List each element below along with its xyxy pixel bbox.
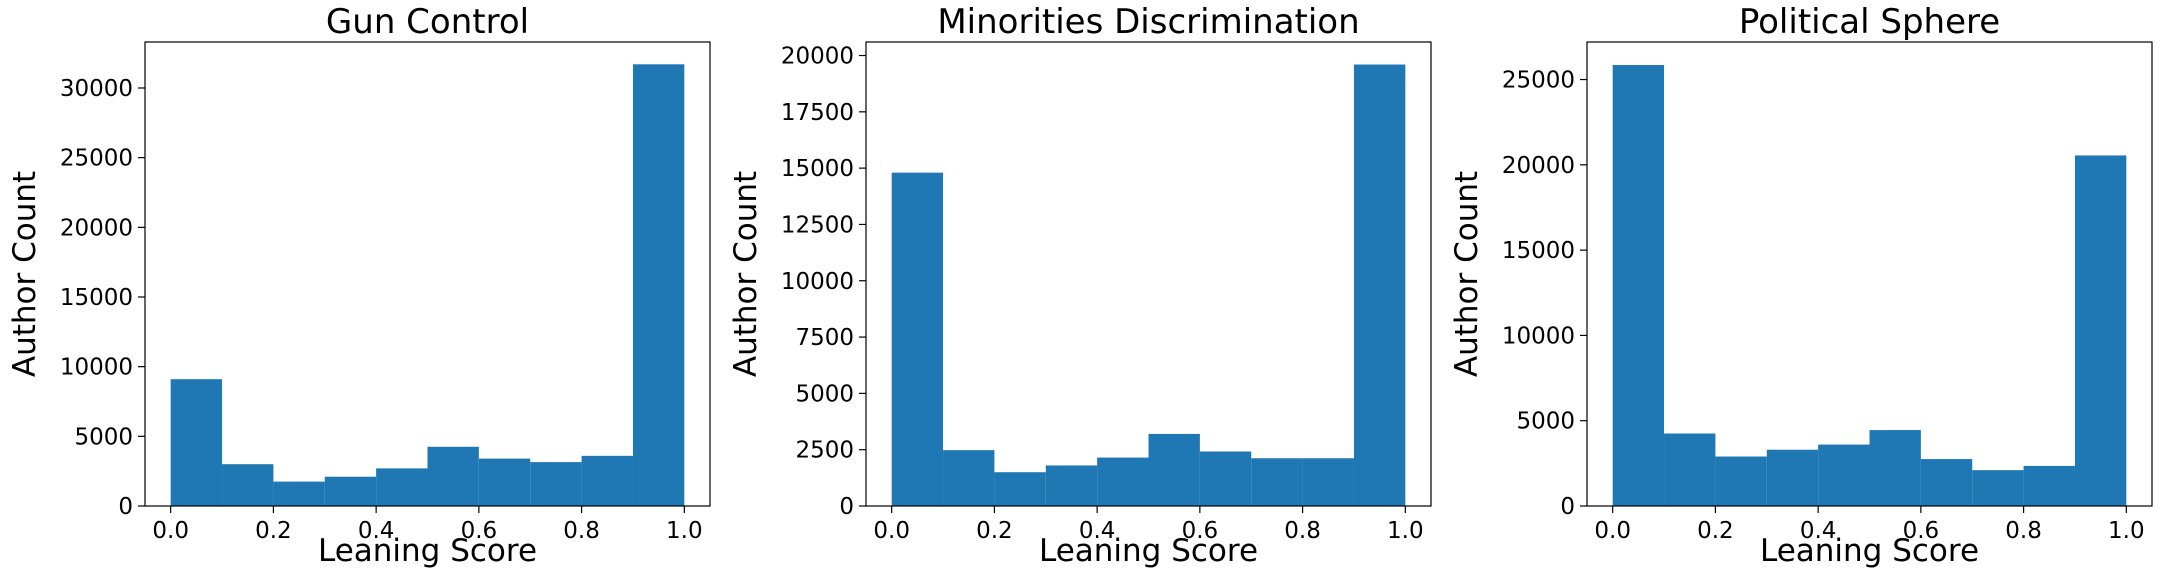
y-tick-label: 15000 xyxy=(60,285,133,311)
bar xyxy=(1251,458,1303,506)
y-tick-label: 30000 xyxy=(60,76,133,102)
x-tick-label: 0.8 xyxy=(1284,518,1321,544)
x-ticks: 0.0 0.2 0.4 0.6 0.8 1.0 xyxy=(873,506,1424,544)
bar xyxy=(530,462,582,506)
bar xyxy=(1920,459,1973,506)
bar xyxy=(1972,470,2024,506)
bar xyxy=(324,476,377,506)
bar xyxy=(1148,433,1200,506)
x-tick-label: 0.2 xyxy=(976,518,1013,544)
bar xyxy=(376,468,428,506)
bar xyxy=(1302,458,1354,506)
y-tick-label: 12500 xyxy=(781,212,854,238)
y-tick-label: 2500 xyxy=(795,438,854,464)
bar xyxy=(222,464,274,506)
y-tick-label: 7500 xyxy=(795,325,854,351)
x-tick-label: 0.0 xyxy=(152,518,189,544)
plot-frame xyxy=(865,41,1432,507)
bar xyxy=(273,481,325,506)
x-tick-label: 0.0 xyxy=(873,518,910,544)
x-tick-label: 0.6 xyxy=(461,518,498,544)
bar xyxy=(1353,64,1406,507)
x-tick-label: 1.0 xyxy=(2108,518,2145,544)
y-tick-label: 10000 xyxy=(1502,323,1575,349)
y-tick-label: 25000 xyxy=(60,146,133,172)
chart-political-sphere: Political Sphere Leaning Score Author Co… xyxy=(1449,2,2153,569)
chart-gun-control: Gun Control Leaning Score Author Count 0… xyxy=(7,2,711,569)
x-tick-label: 0.4 xyxy=(1079,518,1116,544)
y-tick-label: 25000 xyxy=(1502,68,1575,94)
y-axis-label: Author Count xyxy=(728,171,764,377)
x-tick-label: 0.0 xyxy=(1594,518,1631,544)
y-tick-label: 15000 xyxy=(781,156,854,182)
bar xyxy=(994,472,1046,506)
bar xyxy=(2023,465,2075,506)
x-tick-label: 0.8 xyxy=(563,518,600,544)
bars-group xyxy=(891,64,1406,507)
bars-group xyxy=(170,64,685,506)
x-tick-label: 0.6 xyxy=(1903,518,1940,544)
chart-title: Political Sphere xyxy=(1739,2,2000,42)
bar xyxy=(1818,444,1870,506)
y-tick-label: 10000 xyxy=(781,269,854,295)
bars-group xyxy=(1612,65,2127,507)
y-tick-label: 20000 xyxy=(60,215,133,241)
bar xyxy=(891,172,944,506)
y-axis-label: Author Count xyxy=(7,171,43,377)
x-tick-label: 0.2 xyxy=(255,518,292,544)
bar xyxy=(1045,465,1098,506)
x-tick-label: 0.6 xyxy=(1182,518,1219,544)
bar xyxy=(943,450,995,506)
chart-title: Gun Control xyxy=(326,2,529,42)
x-ticks: 0.0 0.2 0.4 0.6 0.8 1.0 xyxy=(1594,506,2145,544)
plot-frame xyxy=(1586,41,2153,507)
bar xyxy=(478,458,531,506)
bar xyxy=(1097,457,1149,506)
x-tick-label: 0.8 xyxy=(2005,518,2042,544)
x-axis-label: Leaning Score xyxy=(1760,533,1979,569)
bar xyxy=(1715,456,1767,506)
y-tick-label: 0 xyxy=(839,494,854,520)
y-tick-label: 5000 xyxy=(795,381,854,407)
y-ticks: 0 5000 10000 15000 20000 25000 xyxy=(1502,68,1587,520)
x-tick-label: 0.4 xyxy=(1800,518,1837,544)
bar xyxy=(1869,430,1921,506)
y-tick-label: 5000 xyxy=(1516,409,1575,435)
x-tick-label: 0.2 xyxy=(1697,518,1734,544)
x-tick-label: 1.0 xyxy=(1387,518,1424,544)
x-axis-label: Leaning Score xyxy=(1039,533,1258,569)
bar xyxy=(2074,155,2127,507)
bar xyxy=(1612,65,1665,506)
chart-title: Minorities Discrimination xyxy=(937,2,1359,42)
bar xyxy=(632,64,685,506)
y-ticks: 0 5000 10000 15000 20000 25000 30000 xyxy=(60,76,145,520)
x-axis-label: Leaning Score xyxy=(318,533,537,569)
y-tick-label: 5000 xyxy=(74,424,133,450)
bar xyxy=(1664,433,1716,506)
x-tick-label: 0.4 xyxy=(358,518,395,544)
bar xyxy=(581,455,633,506)
y-tick-label: 17500 xyxy=(781,100,854,126)
y-tick-label: 10000 xyxy=(60,355,133,381)
y-ticks: 0 2500 5000 7500 10000 12500 15000 17500 20000 xyxy=(781,44,866,520)
bar xyxy=(170,379,223,506)
chart-minorities-discrimination: Minorities Discrimination Leaning Score … xyxy=(728,2,1432,569)
bar xyxy=(1199,451,1252,506)
y-tick-label: 0 xyxy=(118,494,133,520)
y-tick-label: 0 xyxy=(1560,494,1575,520)
bar xyxy=(1766,449,1819,506)
plot-frame xyxy=(144,41,711,507)
x-tick-label: 1.0 xyxy=(666,518,703,544)
y-axis-label: Author Count xyxy=(1449,171,1485,377)
bar xyxy=(427,446,479,506)
y-tick-label: 20000 xyxy=(781,44,854,70)
y-tick-label: 20000 xyxy=(1502,153,1575,179)
x-ticks: 0.0 0.2 0.4 0.6 0.8 1.0 xyxy=(152,506,703,544)
y-tick-label: 15000 xyxy=(1502,238,1575,264)
